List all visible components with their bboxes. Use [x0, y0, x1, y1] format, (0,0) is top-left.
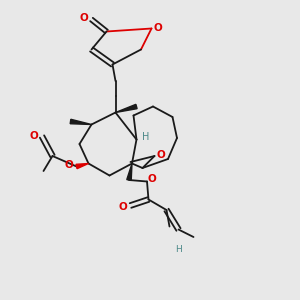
- Text: O: O: [29, 130, 38, 141]
- Polygon shape: [76, 164, 88, 169]
- Polygon shape: [70, 119, 92, 124]
- Text: H: H: [175, 244, 182, 253]
- Polygon shape: [116, 104, 137, 112]
- Text: O: O: [118, 202, 127, 212]
- Text: O: O: [64, 160, 74, 170]
- Text: O: O: [147, 174, 156, 184]
- Text: O: O: [154, 22, 163, 33]
- Text: O: O: [80, 13, 88, 23]
- Text: O: O: [157, 150, 166, 160]
- Text: H: H: [142, 131, 149, 142]
- Polygon shape: [127, 164, 132, 180]
